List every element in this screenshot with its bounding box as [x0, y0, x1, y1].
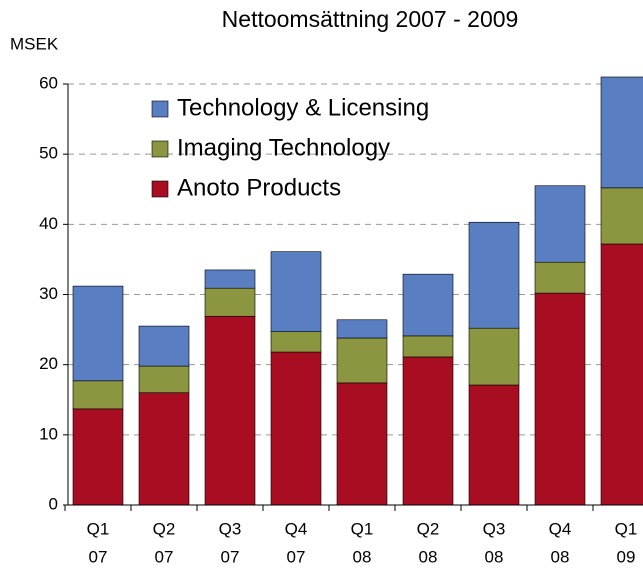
bar-segment: [402, 335, 454, 358]
bar-segment: [138, 325, 190, 367]
bar-segment: [402, 273, 454, 337]
bar-segment: [138, 392, 190, 506]
legend-label: Anoto Products: [177, 174, 341, 201]
x-tick-label: 07: [287, 547, 306, 566]
bar-segment: [600, 76, 643, 189]
legend-swatch: [151, 140, 169, 158]
bar-segment: [336, 382, 388, 506]
x-tick-label: 08: [485, 547, 504, 566]
x-tick-label: 08: [551, 547, 570, 566]
bar-segment: [270, 351, 322, 506]
y-tick-label: 30: [39, 284, 58, 303]
bar-segment: [204, 269, 256, 289]
y-tick-label: 40: [39, 214, 58, 233]
bar-segment: [600, 187, 643, 245]
bar-segment: [270, 251, 322, 332]
bar-segment: [204, 287, 256, 317]
y-tick-label: 0: [49, 494, 58, 513]
x-tick-label: Q2: [153, 519, 176, 538]
bar-segment: [270, 331, 322, 353]
bar-segment: [468, 384, 520, 506]
bar-segment: [138, 365, 190, 394]
bar-segment: [402, 356, 454, 506]
y-tick-label: 10: [39, 424, 58, 443]
x-tick-label: Q1: [87, 519, 110, 538]
y-tick-label: 20: [39, 354, 58, 373]
legend-label: Technology & Licensing: [177, 94, 429, 121]
x-tick-label: 08: [419, 547, 438, 566]
x-tick-label: 09: [617, 547, 636, 566]
x-tick-label: Q1: [351, 519, 374, 538]
x-tick-label: Q4: [285, 519, 308, 538]
x-tick-label: Q1: [615, 519, 638, 538]
bar-segment: [72, 285, 124, 382]
bar-segment: [72, 380, 124, 410]
x-tick-label: 07: [221, 547, 240, 566]
bar-segment: [534, 185, 586, 263]
x-tick-label: Q2: [417, 519, 440, 538]
bar-segment: [336, 319, 388, 339]
x-tick-label: Q3: [219, 519, 242, 538]
x-tick-label: 08: [353, 547, 372, 566]
legend-swatch: [151, 180, 169, 198]
bar-segment: [468, 221, 520, 329]
x-tick-label: 07: [89, 547, 108, 566]
legend-swatch: [151, 100, 169, 118]
bar-segment: [72, 408, 124, 506]
x-tick-label: Q4: [549, 519, 572, 538]
y-axis-label: MSEK: [10, 34, 59, 53]
legend-label: Imaging Technology: [177, 134, 390, 161]
bar-segment: [600, 243, 643, 506]
bar-segment: [204, 315, 256, 506]
x-tick-label: Q3: [483, 519, 506, 538]
x-tick-label: 07: [155, 547, 174, 566]
bar-segment: [336, 337, 388, 384]
y-tick-label: 60: [39, 73, 58, 92]
bar-segment: [534, 261, 586, 294]
chart-title: Nettoomsättning 2007 - 2009: [222, 6, 519, 32]
y-tick-label: 50: [39, 144, 58, 163]
bar-segment: [468, 327, 520, 386]
bar-segment: [534, 292, 586, 506]
